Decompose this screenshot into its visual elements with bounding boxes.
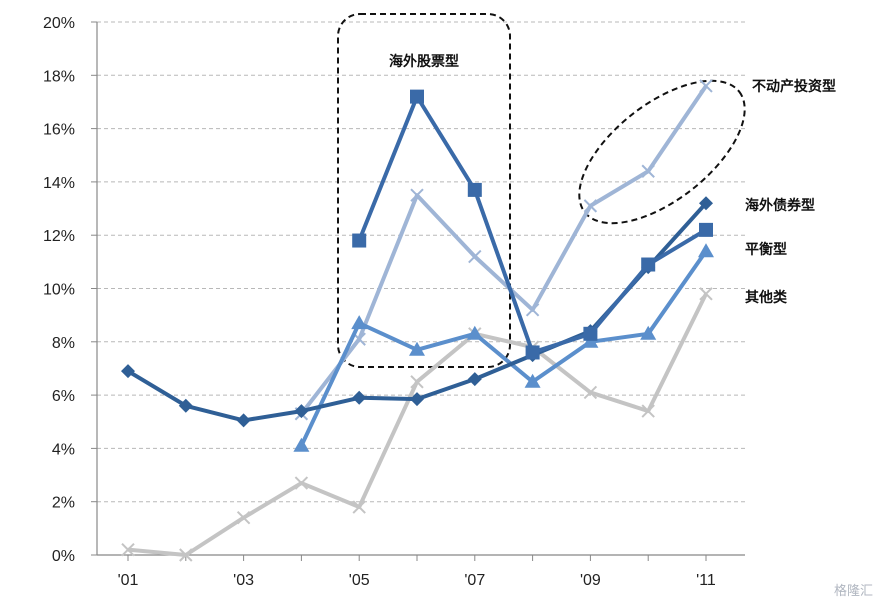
annotations: 海外股票型 [337,13,746,368]
data-point-x [525,303,540,317]
series-label: 不动产投资型 [752,78,836,95]
data-point-x [236,510,251,525]
data-point-triangle [293,437,310,452]
series-label: 海外债券型 [745,197,815,214]
series-0 [121,196,713,428]
x-tick-label: '01 [118,572,139,589]
data-point-x-stroke [121,542,135,557]
data-point-diamond [352,390,367,405]
series-line [357,94,708,355]
data-point-x [641,404,655,418]
data-point-x [179,548,193,562]
data-point-x-stroke [410,375,424,389]
data-point-square [699,222,713,237]
data-point-x [583,199,598,213]
x-tick-label: '07 [464,572,485,589]
data-point-x-stroke [699,287,713,301]
data-point-x-stroke [294,476,309,490]
data-point-square [525,345,540,360]
annotation-label-overseas-stock: 海外股票型 [389,53,459,70]
data-point-diamond [294,404,309,419]
series-line [299,250,708,447]
series-line [299,84,708,415]
series-2 [293,243,714,452]
series-line [126,201,708,423]
grid-lines [97,21,745,503]
data-point-x [468,249,482,264]
y-tick-label: 4% [52,441,75,458]
data-point-square [410,89,424,104]
data-point-x [699,287,713,301]
data-point-triangle [466,325,483,340]
data-point-x-stroke [641,404,655,418]
y-tick-label: 18% [43,68,75,85]
data-point-diamond [410,392,424,407]
data-point-x-stroke [583,199,598,213]
data-point-x [294,476,309,490]
x-tick-label: '05 [349,572,370,589]
x-tick-label: '09 [580,572,601,589]
y-tick-label: 8% [52,335,75,352]
data-point-x [410,375,424,389]
data-point-x-stroke [352,332,366,346]
data-point-x-stroke [179,548,193,562]
data-point-square [641,257,656,272]
data-point-x-stroke [525,303,540,317]
data-point-x [583,385,598,400]
data-point-triangle [524,373,541,388]
data-point-x-stroke [410,188,424,202]
data-point-x-stroke [583,385,598,400]
data-point-x [641,164,655,178]
data-point-diamond [178,398,193,413]
y-tick-label: 12% [43,228,75,245]
axes: 0% 2% 4% 6% 8% 10% 12% 14% 16% 18% 20% '01 '03 '05 '07… [43,15,745,589]
y-tick-label: 2% [52,495,75,512]
data-point-triangle [698,243,714,258]
y-tick-label: 0% [52,548,75,565]
y-tick-label: 6% [52,388,75,405]
data-point-x-stroke [236,510,251,525]
data-point-x [352,500,366,514]
data-point-x [699,79,713,93]
data-point-x-stroke [641,164,655,178]
dashed-box-annotation [337,13,511,368]
series-4 [121,287,713,562]
data-point-diamond [121,364,135,379]
x-tick-label: '11 [696,572,716,589]
x-tick-label: '03 [233,572,254,589]
series-label: 其他类 [745,289,788,306]
data-point-diamond [236,413,251,428]
y-tick-label: 10% [43,282,75,299]
data-point-x-stroke [352,500,366,514]
series-label: 平衡型 [745,241,787,258]
y-tick-label: 14% [43,175,75,192]
data-point-x-stroke [468,249,482,264]
data-point-x [410,188,424,202]
data-point-square [583,326,598,341]
y-tick-label: 20% [43,15,75,32]
data-point-square [352,233,367,248]
data-point-triangle [640,325,657,340]
watermark-text: 格隆汇 [833,584,873,599]
data-point-triangle [351,315,368,330]
series-line [127,292,708,557]
y-tick-label: 16% [43,122,75,139]
data-point-x-stroke [699,79,713,93]
data-point-triangle [409,341,425,356]
data-point-x [121,542,135,557]
data-point-diamond [699,196,713,211]
series-1 [352,89,713,360]
data-point-square [467,182,482,197]
series-lines [121,79,714,562]
data-point-diamond [467,372,482,387]
